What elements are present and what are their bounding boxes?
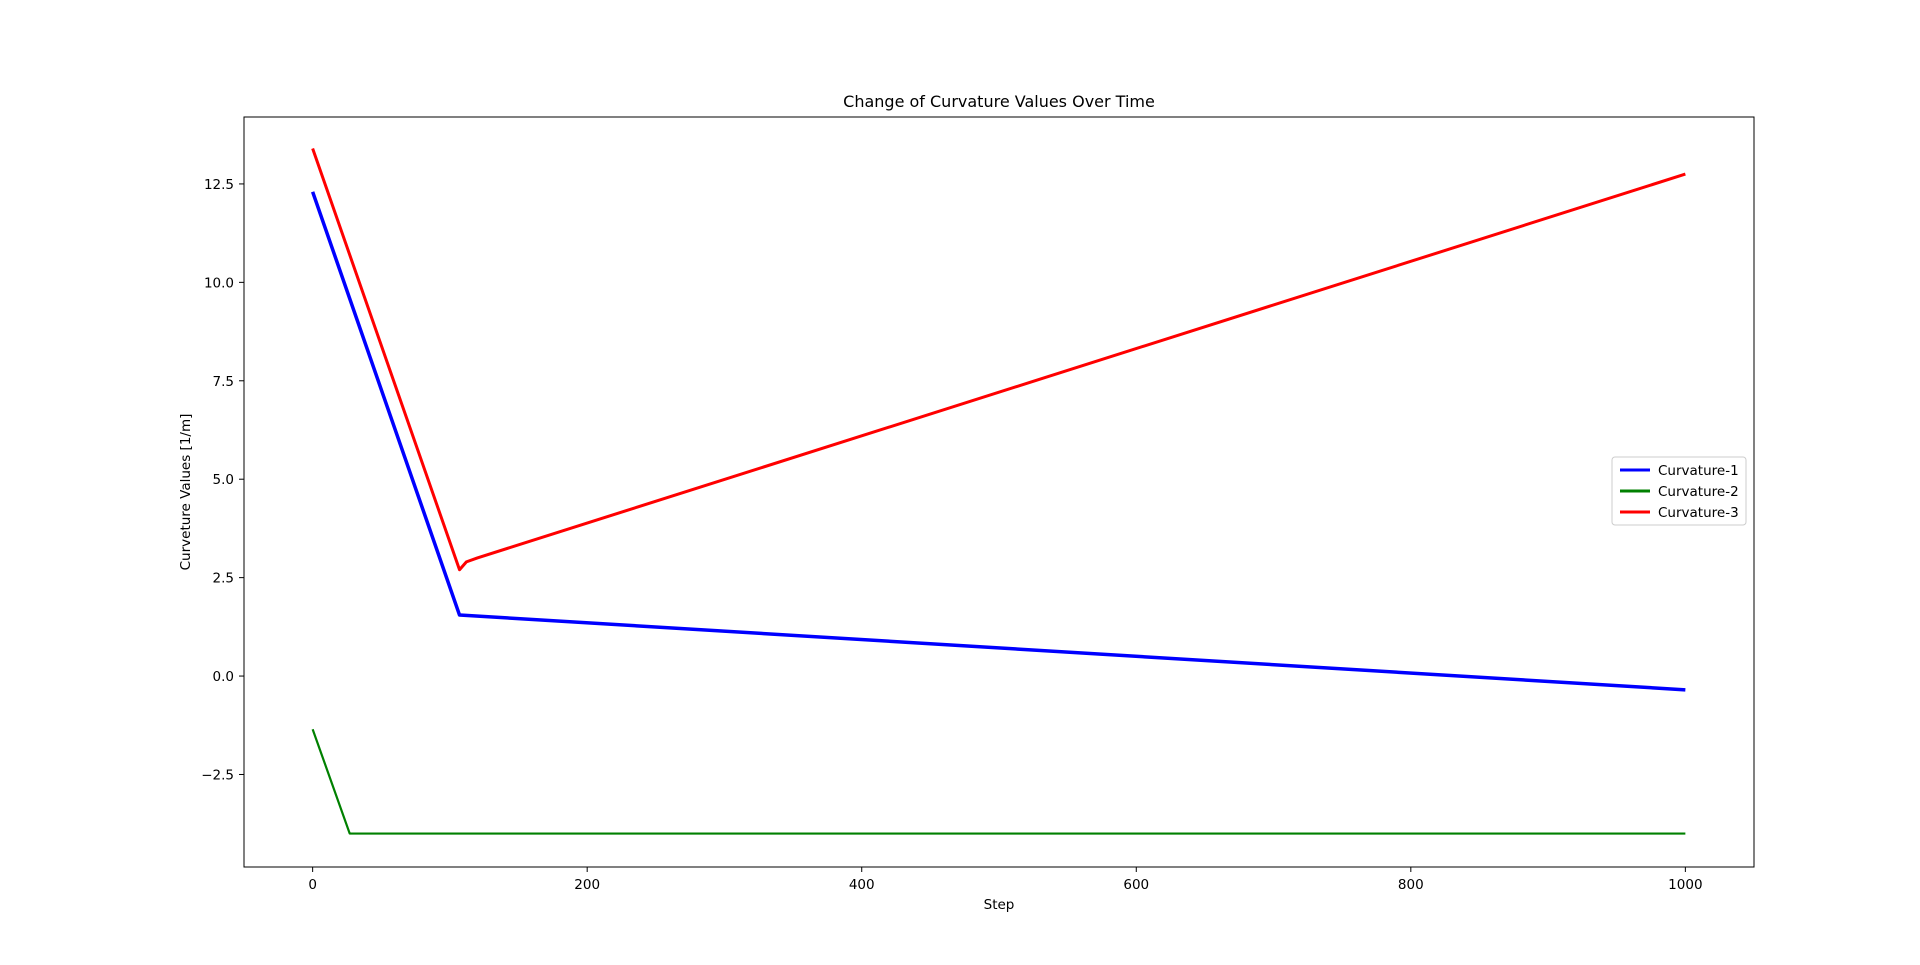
legend-frame [1611,456,1747,526]
y-axis-label: Curveture Values [1/m] [178,414,194,571]
x-tick-label: 400 [849,877,875,893]
legend-label-curvature-2: Curvature-2 [1658,484,1739,500]
legend-label-curvature-1: Curvature-1 [1658,463,1739,479]
legend-label-curvature-3: Curvature-3 [1658,505,1739,521]
series-layer [310,148,1686,835]
y-tick-label: 12.5 [204,177,234,193]
series-line-curvature-3 [311,148,1686,572]
axes-frame [243,116,1755,868]
chart-title: Change of Curvature Values Over Time [843,92,1155,111]
y-tick-label: 5.0 [213,472,234,488]
series-line-curvature-2 [311,728,1686,835]
legend: Curvature-1 Curvature-2 Curvature-3 [1611,456,1747,526]
x-axis-ticks: 0 200 400 600 800 1000 [308,867,1703,893]
x-tick-label: 600 [1123,877,1149,893]
plot-area [243,116,1755,868]
y-tick-label: −2.5 [201,767,234,783]
y-tick-label: 2.5 [213,571,234,587]
y-tick-label: 10.0 [204,275,234,291]
y-tick-label: 7.5 [213,374,234,390]
x-tick-label: 200 [574,877,600,893]
y-tick-label: 0.0 [213,669,234,685]
x-axis-label: Step [984,897,1015,913]
x-tick-label: 0 [308,877,317,893]
series-line-curvature-1 [310,191,1686,692]
y-axis-ticks: −2.5 0.0 2.5 5.0 7.5 10.0 12.5 [201,177,244,783]
x-tick-label: 1000 [1668,877,1702,893]
x-tick-label: 800 [1398,877,1424,893]
